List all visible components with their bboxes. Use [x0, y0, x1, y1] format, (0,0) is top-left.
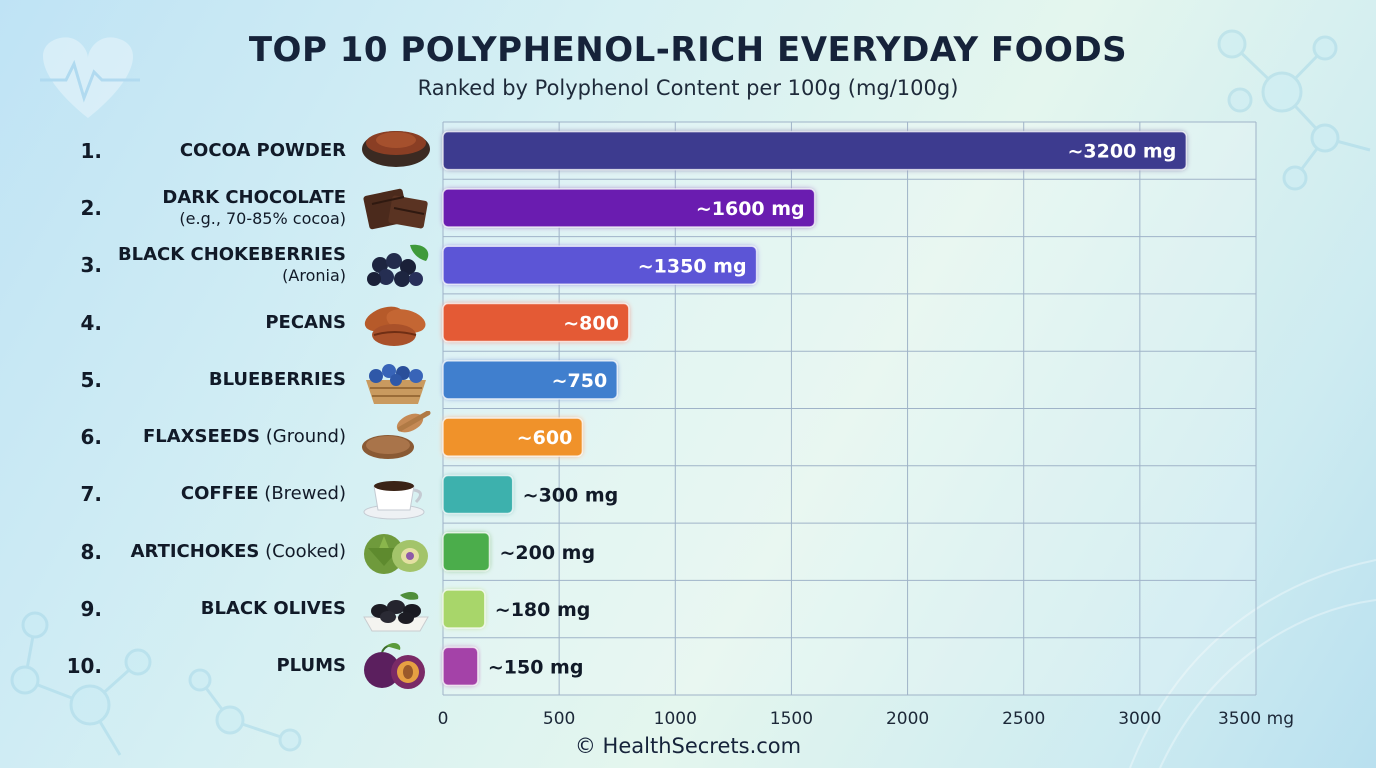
food-label: DARK CHOCOLATE (e.g., 70-85% cocoa) [46, 187, 346, 229]
rank-number: 10. [66, 654, 102, 679]
rank-number: 2. [80, 195, 102, 220]
food-label: BLUEBERRIES [46, 369, 346, 390]
rank-number: 1. [80, 138, 102, 163]
bar-value-label: ~1600 mg [696, 198, 805, 220]
food-name: BLACK CHOKEBERRIES [117, 244, 346, 266]
food-label: FLAXSEEDS (Ground) [46, 426, 346, 447]
bar-value-label: ~3200 mg [1067, 141, 1176, 163]
bar [442, 188, 816, 228]
food-label: COFFEE (Brewed) [46, 483, 346, 504]
food-name: COCOA POWDER [179, 139, 346, 161]
food-name: DARK CHOCOLATE [162, 186, 346, 208]
heart-icon [40, 37, 140, 119]
bar [442, 532, 491, 572]
food-name: BLUEBERRIES [208, 368, 346, 390]
food-name: FLAXSEEDS [142, 426, 261, 448]
bar-value-label: ~300 mg [523, 484, 619, 506]
bar [442, 245, 758, 285]
flaxseed-spoon-icon [362, 411, 431, 460]
food-label: BLACK OLIVES [46, 598, 346, 619]
x-tick-label: 2000 [886, 709, 929, 729]
x-tick-label: 2500 [1002, 709, 1045, 729]
food-name: PECANS [265, 311, 346, 333]
food-name: PLUMS [276, 655, 346, 677]
cocoa-powder-bowl-icon [362, 130, 430, 167]
rank-number: 3. [80, 253, 102, 278]
bar-value-label: ~200 mg [499, 542, 595, 564]
plums-icon [364, 643, 425, 690]
chocolate-bar-icon [363, 188, 428, 230]
bar-value-label: ~800 [563, 313, 619, 335]
bar [442, 646, 479, 687]
molecule-icon [1217, 29, 1371, 191]
food-name: COFFEE [180, 483, 259, 505]
food-subtitle: (e.g., 70-85% cocoa) [179, 208, 346, 228]
food-subtitle: (Aronia) [282, 266, 346, 286]
rank-number: 9. [80, 597, 102, 622]
bar [442, 417, 584, 457]
rank-number: 7. [80, 482, 102, 507]
food-qualifier: (Brewed) [258, 483, 346, 505]
food-label: COCOA POWDER [46, 140, 346, 161]
chokeberries-icon [367, 244, 429, 288]
olive-dish-icon [363, 592, 429, 632]
bar-value-label: ~180 mg [495, 599, 591, 621]
food-label: PLUMS [46, 655, 346, 676]
bar-value-label: ~1350 mg [638, 255, 747, 277]
food-name: BLACK OLIVES [200, 598, 346, 620]
x-tick-label: 3500 mg [1218, 709, 1294, 729]
bar [442, 302, 630, 343]
rank-number: 8. [80, 539, 102, 564]
food-name: ARTICHOKES [130, 540, 260, 562]
molecule-icon [10, 611, 302, 756]
coffee-cup-icon [363, 481, 425, 520]
food-qualifier: (Ground) [260, 426, 346, 448]
x-tick-label: 1000 [654, 709, 697, 729]
x-tick-label: 3000 [1118, 709, 1161, 729]
food-label: PECANS [46, 312, 346, 333]
pecans-icon [364, 306, 426, 346]
chart-title: TOP 10 POLYPHENOL-RICH EVERYDAY FOODS [248, 30, 1128, 70]
footer-credit: © HealthSecrets.com [574, 734, 802, 758]
bar [442, 130, 1188, 171]
bar-value-label: ~600 [517, 427, 573, 449]
rank-number: 6. [80, 425, 102, 450]
blueberry-basket-icon [366, 363, 426, 404]
bar [442, 360, 618, 400]
x-tick-label: 1500 [770, 709, 813, 729]
food-label: ARTICHOKES (Cooked) [46, 541, 346, 562]
artichoke-icon [364, 533, 428, 574]
food-label: BLACK CHOKEBERRIES (Aronia) [46, 244, 346, 286]
x-tick-label: 0 [438, 709, 449, 729]
chart-subtitle: Ranked by Polyphenol Content per 100g (m… [417, 76, 959, 100]
bar-value-label: ~750 [552, 370, 608, 392]
bar [442, 589, 486, 629]
background-wave-decoration [1129, 559, 1376, 768]
food-qualifier: (Cooked) [259, 540, 346, 562]
rank-number: 4. [80, 310, 102, 335]
rank-number: 5. [80, 367, 102, 392]
x-tick-label: 500 [543, 709, 575, 729]
bar [442, 474, 514, 515]
bar-value-label: ~150 mg [488, 656, 584, 678]
